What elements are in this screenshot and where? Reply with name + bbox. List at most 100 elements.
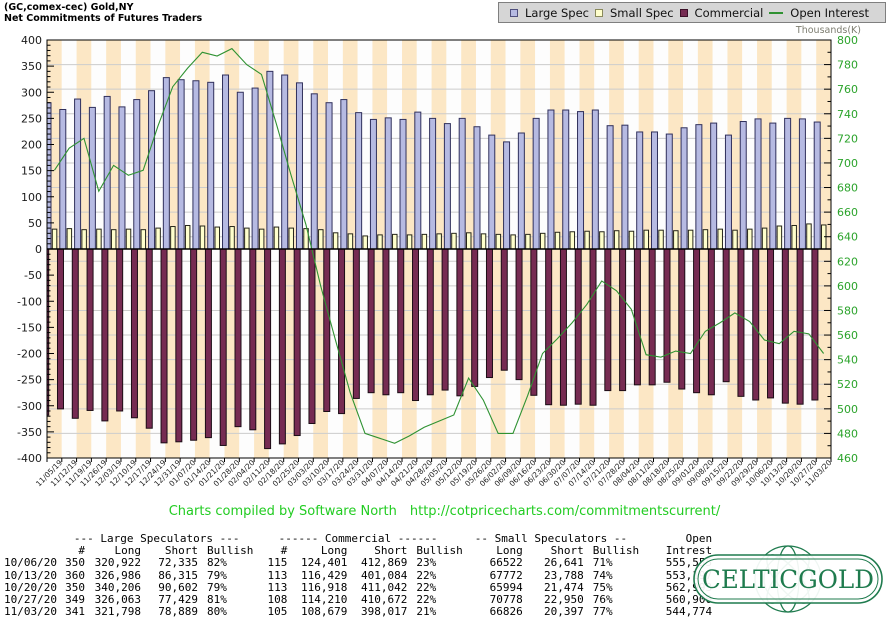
legend-item-commercial: Commercial <box>679 5 764 20</box>
cot-table: --- Large Speculators --- ------ Commerc… <box>4 532 713 618</box>
svg-text:640: 640 <box>837 231 858 244</box>
table-cell: 544,774 <box>665 605 713 619</box>
svg-text:350: 350 <box>21 60 42 73</box>
table-cell: 113 <box>267 580 288 594</box>
table-cell: 350 <box>65 580 85 594</box>
table-cell: 79% <box>207 580 227 594</box>
group-header-commercial: ------ Commercial ------ <box>278 532 438 545</box>
svg-text:100: 100 <box>21 191 42 204</box>
logo-pill <box>693 554 883 604</box>
table-cell: 77,429 <box>158 593 198 607</box>
svg-text:-300: -300 <box>17 400 42 413</box>
table-cell: 22% <box>416 593 437 607</box>
table-cell: 66522 <box>489 556 523 570</box>
svg-text:660: 660 <box>837 206 858 219</box>
svg-text:580: 580 <box>837 304 858 317</box>
table-cell: 340,206 <box>94 580 141 594</box>
table-cell: 105 <box>267 605 288 619</box>
legend-item-small-spec: Small Spec <box>594 5 674 20</box>
table-cell: 108,679 <box>301 605 348 619</box>
col-header: Long <box>114 544 142 558</box>
table-cell: 10/27/20 <box>4 593 57 607</box>
svg-text:500: 500 <box>837 403 858 416</box>
table-cell: 116,429 <box>301 568 348 582</box>
table-cell: 86,315 <box>158 568 198 582</box>
table-cell: 412,869 <box>361 556 408 570</box>
legend-item-label: Large Spec <box>525 5 590 20</box>
col-header: Long <box>496 544 523 558</box>
table-cell: 26,641 <box>543 556 584 570</box>
table-cell: 76% <box>592 593 613 607</box>
commercial-swatch-icon <box>679 8 688 17</box>
table-row: 10/27/20 349 326,063 77,429 81% 108 114,210 410… <box>4 593 712 607</box>
table-cell: 11/03/20 <box>4 605 57 619</box>
legend-item-label: Small Spec <box>609 5 674 20</box>
col-header: Intrest <box>665 544 713 558</box>
bars-large-spec <box>47 70 821 250</box>
col-header: # <box>78 544 85 558</box>
table-cell: 71% <box>592 556 613 570</box>
svg-text:-100: -100 <box>17 295 42 308</box>
svg-text:300: 300 <box>21 86 42 99</box>
open-interest-line <box>53 47 825 444</box>
large-spec-swatch-icon <box>510 8 518 17</box>
group-header-open: Open <box>685 532 713 545</box>
table-cell: 10/06/20 <box>4 556 57 570</box>
svg-text:-250: -250 <box>17 374 42 387</box>
svg-text:-50: -50 <box>24 269 42 282</box>
bars-small-spec <box>51 223 827 250</box>
table-cell: 20,397 <box>543 605 584 619</box>
legend-item-label: Commercial <box>694 5 764 20</box>
table-cell: 22% <box>416 568 437 582</box>
table-row: 10/13/20 360 326,986 86,315 79% 113 116,429 401… <box>4 568 712 582</box>
x-axis-ticks <box>46 458 832 462</box>
svg-text:200: 200 <box>21 139 42 152</box>
col-header: Bullish <box>592 544 640 558</box>
table-cell: 70778 <box>489 593 523 607</box>
svg-text:780: 780 <box>837 59 858 72</box>
svg-text:-150: -150 <box>17 321 42 334</box>
table-cell: 65994 <box>489 580 523 594</box>
table-cell: 108 <box>267 593 288 607</box>
svg-text:-400: -400 <box>17 452 42 465</box>
col-header: Short <box>550 544 584 558</box>
svg-text:50: 50 <box>28 217 42 230</box>
chart-title-line1: (GC,comex-cec) Gold,NY <box>4 2 134 13</box>
table-cell: 21% <box>416 605 437 619</box>
table-cell: 66826 <box>489 605 523 619</box>
table-cell: 77% <box>592 605 613 619</box>
table-cell: 350 <box>65 556 85 570</box>
table-cell: 321,798 <box>94 605 141 619</box>
legend-item-label: Open Interest <box>790 5 869 20</box>
col-header: Bullish <box>416 544 463 558</box>
table-cell: 410,672 <box>361 593 408 607</box>
svg-text:-350: -350 <box>17 426 42 439</box>
x-axis-labels: 11/05/1911/12/1911/19/1911/26/1912/03/19… <box>34 458 834 488</box>
col-header: # <box>280 544 288 558</box>
chart-title-line2: Net Commitments of Futures Traders <box>4 13 203 24</box>
left-axis-labels: -400 -350 -300 -250 -200 -150 -100 -50 0 50 100 150… <box>17 34 42 465</box>
table-cell: 10/20/20 <box>4 580 57 594</box>
col-header: Short <box>374 544 408 558</box>
table-cell: 398,017 <box>361 605 408 619</box>
svg-text:760: 760 <box>837 83 858 96</box>
col-header: Long <box>320 544 348 558</box>
svg-text:-200: -200 <box>17 348 42 361</box>
table-cell: 22,950 <box>543 593 584 607</box>
table-row: 10/06/20 350 320,922 72,335 82% 115 124,401 412… <box>4 557 712 569</box>
svg-text:520: 520 <box>837 378 858 391</box>
left-axis-ticks <box>47 39 54 459</box>
credit-text: Charts compiled by Software North <box>168 504 397 519</box>
table-row: 10/20/20 350 340,206 90,602 79% 113 116,918 411… <box>4 580 712 594</box>
table-row: 11/03/20 341 321,798 78,889 80% 105 108,679 398… <box>4 606 712 618</box>
col-header: Bullish <box>207 544 254 558</box>
table-cell: 326,063 <box>94 593 141 607</box>
table-cell: 74% <box>592 568 613 582</box>
svg-text:150: 150 <box>21 165 42 178</box>
table-cell: 81% <box>207 593 227 607</box>
table-cell: 23% <box>416 556 437 570</box>
credit-url[interactable]: http://cotpricecharts.com/commitmentscur… <box>409 504 721 519</box>
table-cell: 72,335 <box>158 556 198 570</box>
svg-text:800: 800 <box>837 34 858 47</box>
